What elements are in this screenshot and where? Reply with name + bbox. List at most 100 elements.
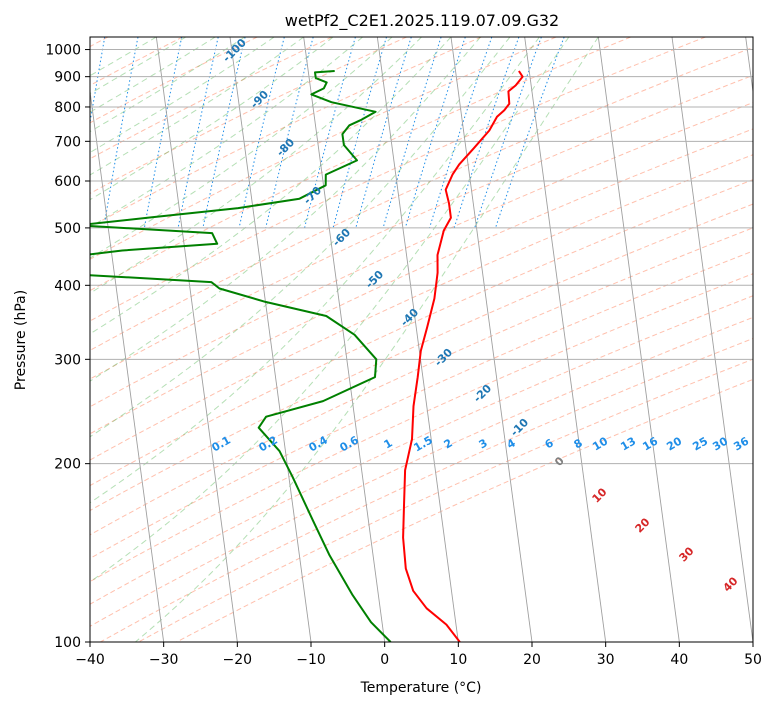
dry-adiabat-line: [90, 37, 706, 322]
background-lines: [0, 37, 753, 642]
moist-adiabat-line: [90, 37, 245, 133]
mixing-ratio-line: [382, 37, 442, 229]
y-axis-label: Pressure (hPa): [13, 290, 29, 390]
mixing-ratio-line: [23, 37, 51, 228]
dry-adiabat-label: -100: [220, 36, 249, 65]
moist-adiabat-line: [90, 37, 363, 228]
moist-adiabat-line: [90, 37, 304, 176]
dry-adiabat-label: 40: [721, 574, 741, 594]
mixing-ratio-label: 0.2: [257, 433, 280, 454]
y-axis-ticks: 100 200 300 400 500 600 700 800 900 1000: [45, 43, 90, 651]
mixing-ratio-label: 10: [590, 434, 610, 453]
mixing-ratio-label: 0.6: [338, 433, 362, 454]
dry-adiabat-label: 20: [633, 515, 653, 535]
x-tick-label: 0: [380, 652, 389, 668]
mixing-ratio-line: [143, 37, 183, 228]
mixing-ratio-label: 20: [664, 434, 684, 453]
moist-adiabat-line: [90, 37, 422, 294]
dry-adiabat-label: -10: [508, 416, 531, 439]
dry-adiabat-label: -90: [248, 88, 271, 111]
dry-adiabat-line: [90, 37, 557, 260]
mixing-ratio-label: 6: [543, 436, 556, 451]
isotherm-line: [155, 37, 238, 642]
x-tick-label: −20: [223, 652, 253, 668]
mixing-ratio-label: 0.4: [307, 433, 331, 454]
mixing-ratio-line: [238, 37, 285, 229]
mixing-ratio-label: 25: [690, 435, 710, 454]
mixing-ratio-label: 16: [640, 434, 660, 453]
moist-adiabat-line: [90, 37, 570, 583]
isotherm-line: [745, 37, 753, 96]
dry-adiabat-line: [90, 37, 482, 228]
dry-adiabat-line: [90, 128, 753, 435]
moist-adiabat-line: [135, 37, 599, 642]
y-tick-label: 800: [54, 100, 81, 116]
isotherm-line: [90, 88, 165, 642]
y-tick-label: 100: [54, 635, 81, 651]
x-tick-label: 50: [744, 652, 762, 668]
plot-frame: [89, 36, 754, 643]
moist-adiabat-line: [90, 37, 481, 382]
dry-adiabat-line: [100, 337, 753, 642]
dry-adiabat-line: [90, 102, 753, 408]
moist-adiabat-line: [90, 37, 275, 154]
dry-adiabat-label: -40: [398, 306, 421, 329]
dry-adiabat-line: [90, 46, 753, 351]
mixing-ratio-label: 8: [572, 436, 585, 451]
x-tick-label: 10: [449, 652, 467, 668]
mixing-ratio-label: 36: [731, 434, 751, 453]
isotherm-line: [597, 37, 680, 642]
dry-adiabat-label: -20: [471, 382, 494, 405]
dewpoint-profile-line: [90, 70, 392, 642]
y-tick-label: 700: [54, 134, 81, 150]
mixing-ratio-label: 13: [618, 435, 638, 454]
dry-adiabat-line: [90, 37, 333, 160]
y-tick-label: 500: [54, 221, 81, 237]
y-tick-label: 400: [54, 278, 81, 294]
dry-adiabat-label: -30: [432, 346, 455, 369]
x-tick-label: −10: [296, 652, 326, 668]
mixing-ratio-line: [404, 37, 466, 229]
isotherm-line: [671, 37, 753, 642]
y-tick-label: 300: [54, 352, 81, 368]
mixing-ratio-line: [202, 37, 246, 229]
sounding-profiles: [90, 70, 524, 642]
dry-adiabat-label: 30: [677, 544, 697, 564]
x-tick-label: 30: [597, 652, 615, 668]
isotherm-line: [229, 37, 312, 642]
x-axis-label: Temperature (°C): [360, 680, 482, 696]
dry-adiabat-line: [90, 179, 753, 487]
dry-adiabat-label: -60: [330, 226, 353, 249]
isotherm-line: [450, 37, 533, 642]
mixing-ratio-line: [474, 37, 542, 229]
x-tick-label: −30: [149, 652, 179, 668]
temperature-profile-line: [402, 70, 524, 642]
dry-adiabat-line: [90, 227, 753, 536]
mixing-ratio-line: [0, 37, 1, 228]
dry-adiabat-line: [90, 273, 753, 583]
x-tick-label: 40: [670, 652, 688, 668]
mixing-ratio-line: [304, 37, 356, 229]
mixing-ratio-line: [453, 37, 520, 229]
x-tick-label: −40: [75, 652, 105, 668]
moist-adiabat-line: [90, 37, 511, 438]
moist-adiabat-line: [90, 37, 216, 113]
y-tick-label: 200: [54, 457, 81, 473]
dry-adiabat-line: [90, 37, 183, 86]
isotherm-line: [376, 37, 459, 642]
isotherm-line: [303, 37, 386, 642]
mixing-ratio-line: [332, 37, 387, 229]
mixing-ratio-line: [177, 37, 219, 228]
dry-adiabat-line: [90, 316, 753, 627]
dry-adiabat-label: -80: [274, 136, 297, 159]
y-tick-label: 600: [54, 174, 81, 190]
moist-adiabat-line: [90, 37, 187, 95]
dry-adiabat-line: [90, 295, 753, 605]
mixing-ratio-label: 0.1: [210, 433, 233, 454]
mixing-ratio-label: 1.5: [412, 433, 435, 454]
isotherm-line: [524, 37, 607, 642]
mixing-ratio-line: [429, 37, 493, 229]
dry-adiabat-label: 10: [590, 485, 610, 505]
pressure-grid: [90, 49, 753, 642]
moist-adiabat-line: [90, 37, 393, 259]
